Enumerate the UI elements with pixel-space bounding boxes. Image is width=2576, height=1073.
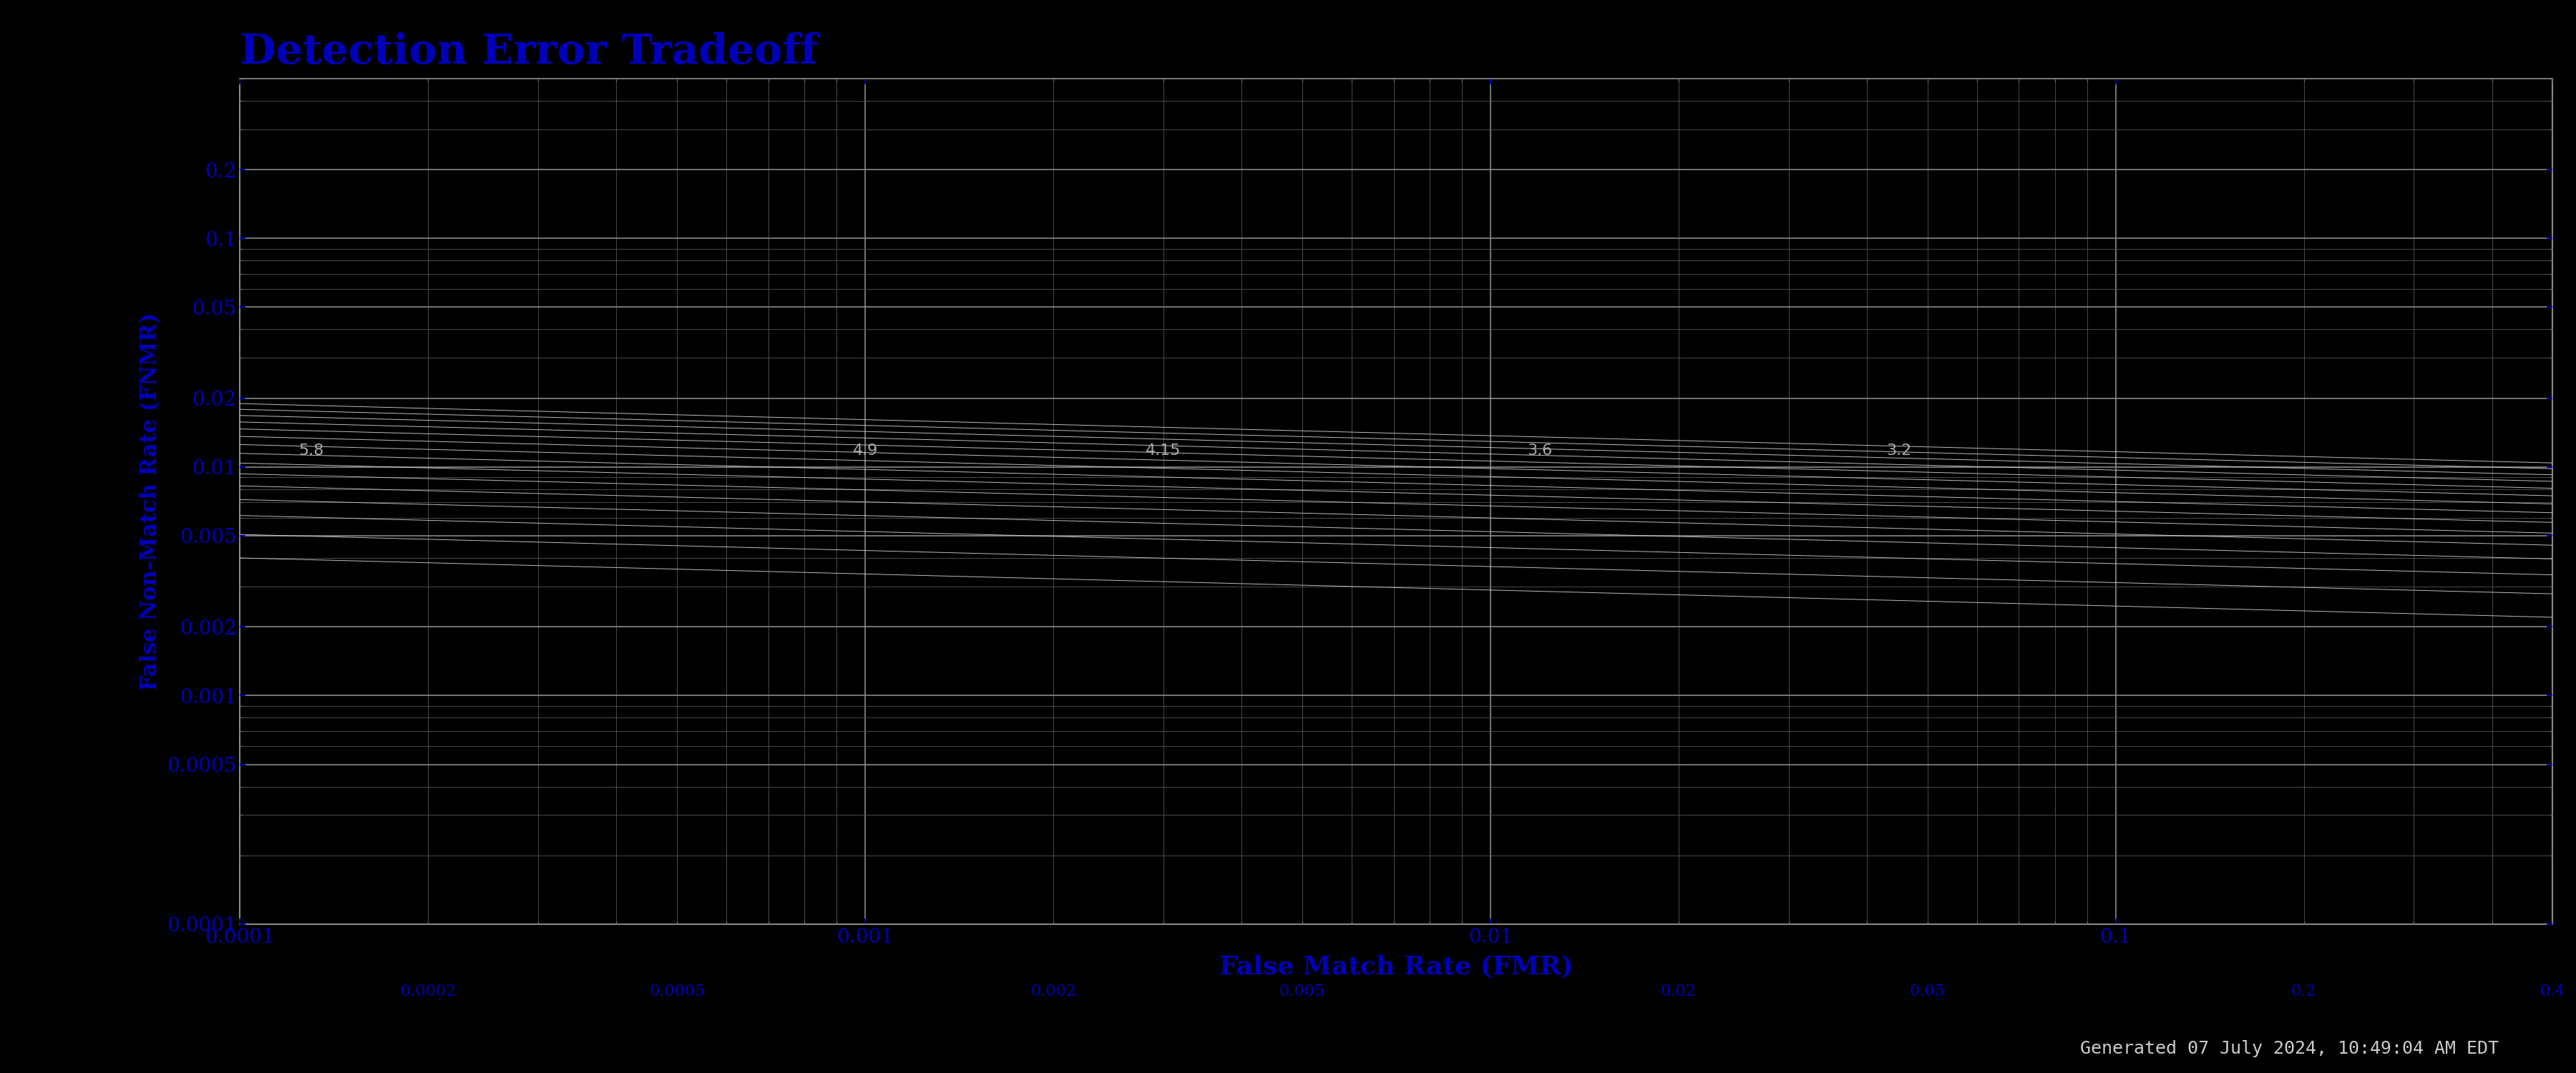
Text: 5.8: 5.8 [299, 443, 325, 457]
Text: 3.2: 3.2 [1886, 443, 1911, 457]
Text: Generated 07 July 2024, 10:49:04 AM EDT: Generated 07 July 2024, 10:49:04 AM EDT [2081, 1040, 2499, 1057]
Text: 0.05: 0.05 [1909, 984, 1945, 999]
Text: 0.0002: 0.0002 [399, 984, 456, 999]
Text: 0.0005: 0.0005 [649, 984, 706, 999]
Text: 4.15: 4.15 [1146, 443, 1182, 457]
X-axis label: False Match Rate (FMR): False Match Rate (FMR) [1218, 955, 1574, 980]
Text: 0.002: 0.002 [1030, 984, 1077, 999]
Y-axis label: False Non-Match Rate (FNMR): False Non-Match Rate (FNMR) [139, 312, 162, 690]
Text: 0.005: 0.005 [1280, 984, 1324, 999]
Text: Detection Error Tradeoff: Detection Error Tradeoff [240, 32, 819, 72]
Text: 4.9: 4.9 [853, 443, 878, 457]
Text: 0.4: 0.4 [2540, 984, 2566, 999]
Text: 0.02: 0.02 [1662, 984, 1698, 999]
Text: 3.6: 3.6 [1528, 443, 1553, 457]
Text: 0.2: 0.2 [2290, 984, 2316, 999]
